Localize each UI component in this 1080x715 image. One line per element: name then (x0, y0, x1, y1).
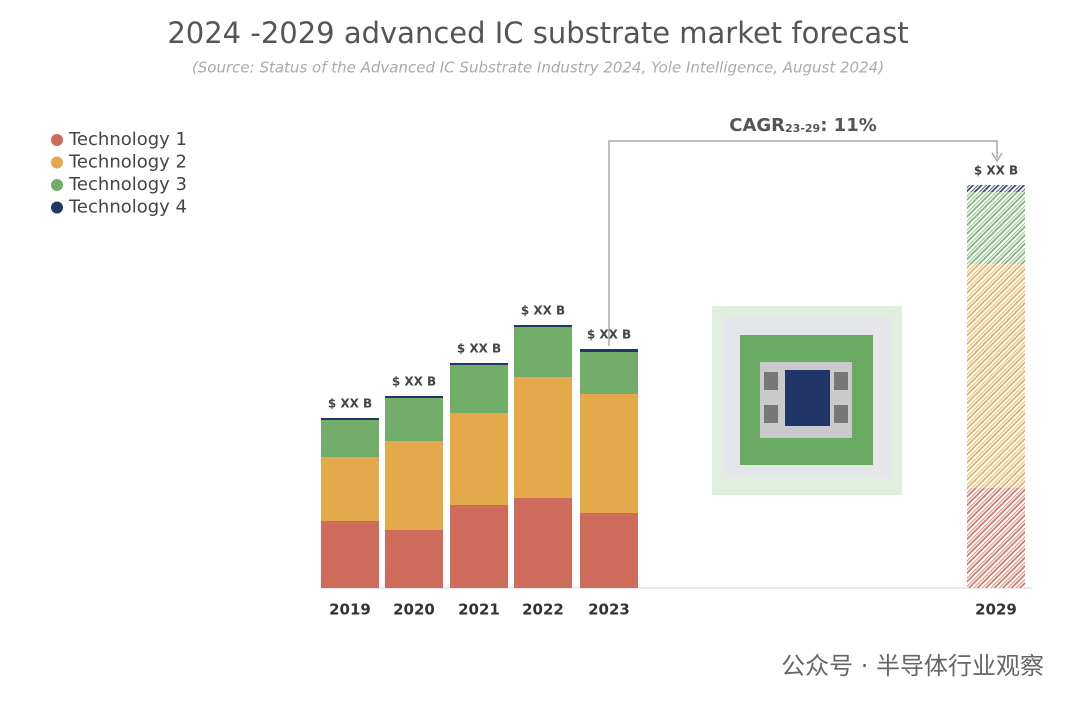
bar-segment (967, 185, 1025, 192)
bar-segment (967, 488, 1025, 588)
x-tick-label: 2020 (393, 601, 435, 619)
cagr-text: CAGR (729, 115, 785, 136)
bar-segment (385, 530, 443, 588)
chip-pad (764, 372, 778, 390)
chip-illustration (712, 306, 902, 495)
bar-segment (321, 418, 379, 420)
x-tick-label: 2021 (458, 601, 500, 619)
bar-segment (385, 398, 443, 441)
bar-segment (514, 325, 572, 327)
bar-segment (321, 420, 379, 457)
bar-segment (514, 377, 572, 498)
legend-label: Technology 4 (68, 197, 187, 218)
chip-pad (834, 405, 848, 423)
chart-subtitle: (Source: Status of the Advanced IC Subst… (192, 59, 884, 77)
x-tick-label: 2029 (975, 601, 1017, 619)
bar-segment (580, 349, 638, 352)
bar-segment (450, 365, 508, 413)
bar-segment (321, 457, 379, 521)
bar-segment (514, 327, 572, 377)
bar-segment (580, 394, 638, 513)
bar-segment (967, 264, 1025, 488)
x-tick-label: 2019 (329, 601, 371, 619)
total-label: $ XX B (328, 397, 372, 411)
total-label: $ XX B (521, 304, 565, 318)
legend-marker (51, 201, 63, 214)
legend-label: Technology 1 (68, 129, 187, 150)
chip-pad (834, 372, 848, 390)
bar-segment (450, 505, 508, 588)
bar-segment (385, 441, 443, 530)
bar-segment (450, 413, 508, 505)
total-label: $ XX B (457, 342, 501, 356)
chip-die (785, 370, 830, 426)
bar-segment (321, 521, 379, 588)
bar-segment (385, 396, 443, 398)
bar-segment (514, 498, 572, 588)
legend-marker (51, 156, 63, 169)
total-label: $ XX B (587, 328, 631, 342)
x-tick-label: 2023 (588, 601, 630, 619)
bar-segment (967, 192, 1025, 264)
cagr-bracket (608, 140, 998, 346)
watermark: 公众号 · 半导体行业观察 (781, 652, 1044, 680)
bar-segment (580, 513, 638, 588)
total-label: $ XX B (392, 375, 436, 389)
cagr-value: : 11% (820, 115, 877, 136)
total-label: $ XX B (974, 164, 1018, 178)
legend-label: Technology 2 (68, 152, 187, 173)
cagr-annotation: CAGR23-29: 11% (729, 115, 877, 136)
legend-marker (51, 134, 63, 146)
bar-segment (450, 363, 508, 365)
x-tick-label: 2022 (522, 601, 564, 619)
cagr-subscript: 23-29 (785, 122, 820, 135)
legend-marker (51, 179, 63, 191)
cagr-arrow (991, 152, 1003, 163)
bar-segment (580, 352, 638, 394)
chart-title: 2024 -2029 advanced IC substrate market … (167, 16, 908, 50)
chip-pad (764, 405, 778, 423)
legend-label: Technology 3 (68, 174, 187, 195)
